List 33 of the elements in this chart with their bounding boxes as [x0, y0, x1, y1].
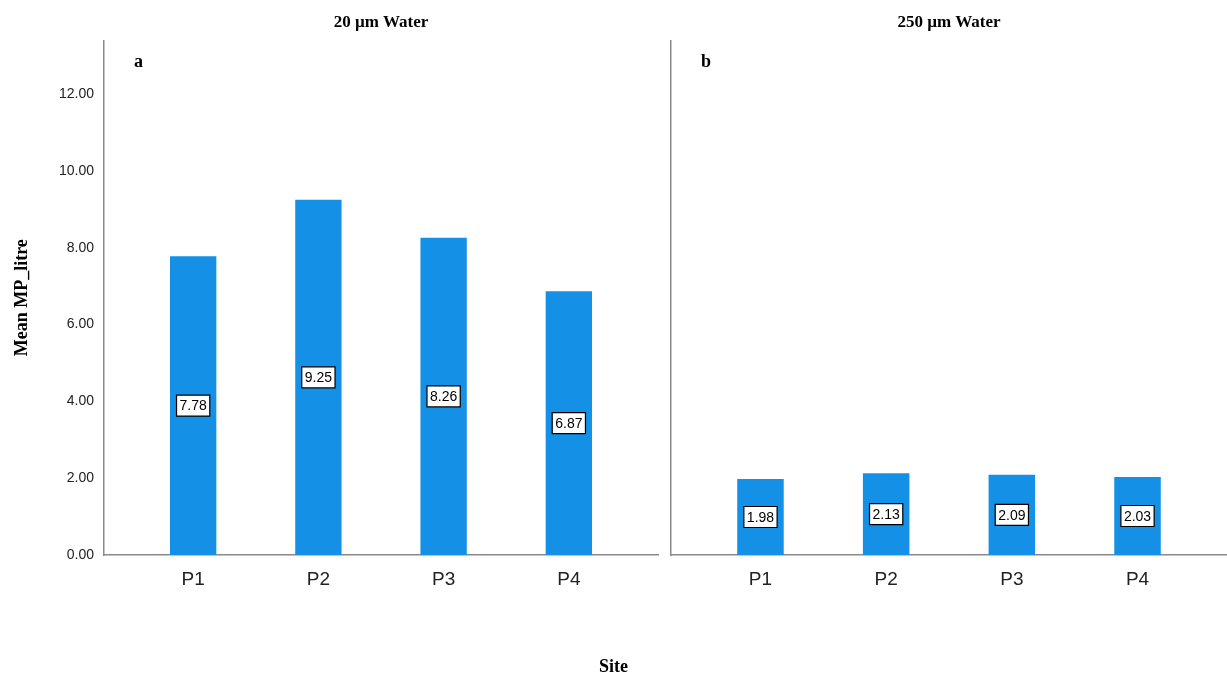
- bar: [545, 291, 593, 555]
- y-tick-label: 4.00: [66, 392, 95, 409]
- data-label: 8.26: [429, 388, 458, 405]
- x-tick-label: P2: [874, 567, 898, 589]
- data-label: 2.13: [872, 505, 900, 522]
- x-tick-label: P4: [557, 567, 581, 589]
- x-tick-label: P3: [1000, 567, 1024, 589]
- x-tick-label: P1: [181, 567, 205, 589]
- x-tick-label: P2: [306, 567, 331, 589]
- x-tick-label: P3: [431, 567, 456, 589]
- y-tick-label: 0.00: [66, 545, 95, 562]
- data-label: 6.87: [555, 414, 583, 431]
- x-tick-label: P1: [748, 567, 773, 589]
- data-label: 2.03: [1123, 507, 1152, 524]
- data-label: 9.25: [304, 369, 333, 386]
- chart-title: 20 µm Water: [333, 11, 429, 31]
- bar: [295, 199, 342, 555]
- data-label: 1.98: [746, 508, 775, 525]
- bar: [169, 256, 217, 555]
- x-tick-label: P4: [1125, 567, 1150, 589]
- y-tick-label: 12.00: [58, 85, 95, 102]
- y-tick-label: 2.00: [66, 469, 95, 486]
- y-tick-label: 8.00: [66, 238, 95, 255]
- data-label: 7.78: [179, 397, 207, 414]
- chart-title: 250 µm Water: [897, 11, 1001, 31]
- bar: [420, 237, 467, 555]
- y-tick-label: 6.00: [66, 315, 95, 332]
- data-label: 2.09: [998, 506, 1026, 523]
- x-axis-title: Site: [598, 656, 629, 677]
- annotation: a: [134, 51, 143, 72]
- annotation: b: [701, 51, 712, 72]
- y-axis-title: Mean MP_litre: [11, 239, 32, 357]
- y-tick-label: 10.00: [58, 161, 95, 178]
